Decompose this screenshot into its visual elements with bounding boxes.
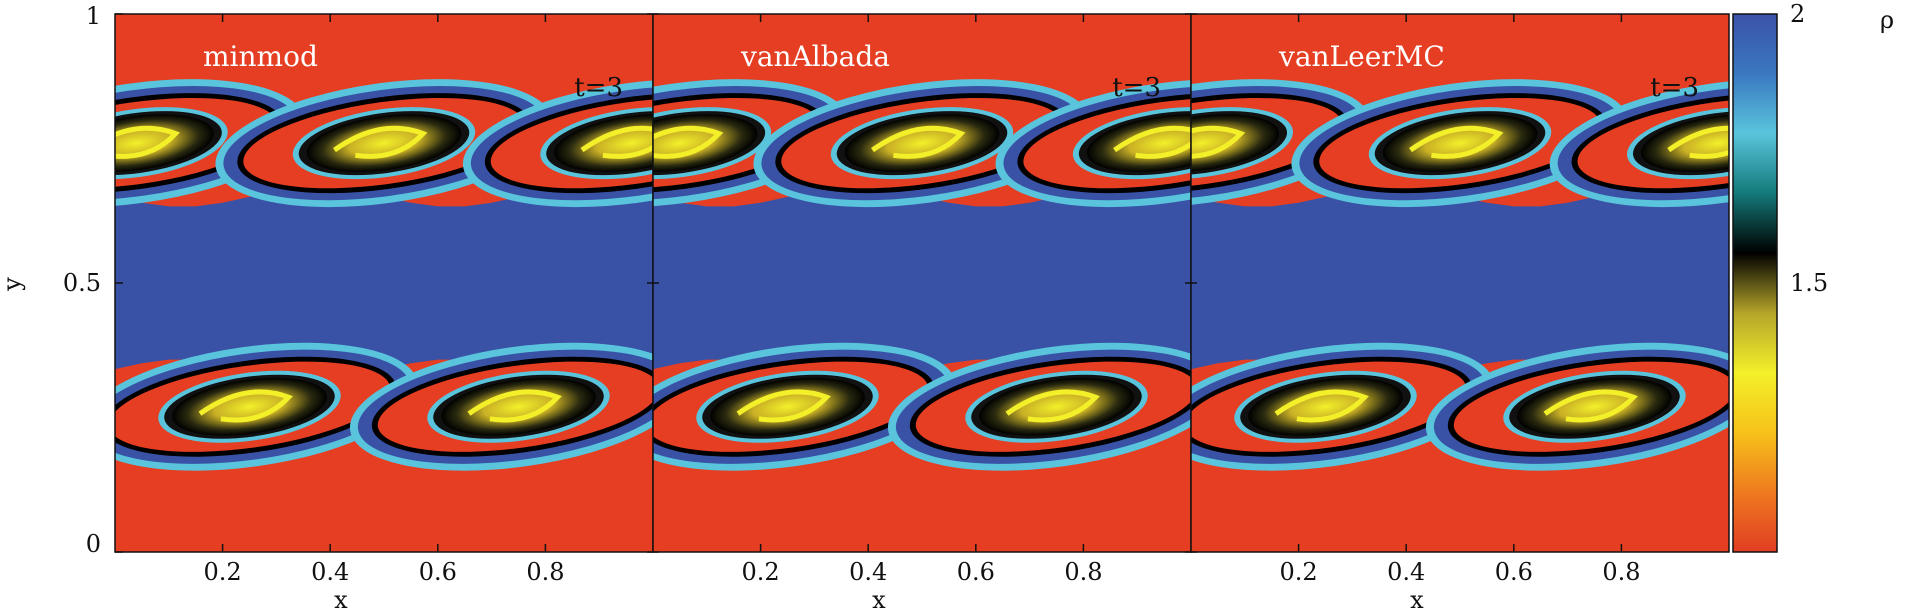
- vortex: [1549, 79, 1729, 208]
- panel-vanAlbada: [653, 14, 1191, 552]
- panels-layer: minmod t=3 vanAlbada t=3 vanLeerMC t=3: [114, 13, 1730, 553]
- axes-layer: 0.2 0.4 0.6 0.8 x 0.2 0.4 0.6 0.8 x 0.2 0.4 0.6 0.8 x 0…: [63, 2, 1641, 611]
- dense-band: [1191, 187, 1729, 379]
- y-tick-label: 0.5: [63, 269, 101, 297]
- y-axis-title: y: [0, 277, 26, 292]
- y-tick-label: 0: [86, 530, 101, 558]
- x-tick-label: 0.2: [742, 558, 780, 586]
- y-tick-label: 1: [86, 2, 101, 30]
- vortex: [1425, 342, 1729, 471]
- dense-band: [115, 187, 653, 379]
- x-tick-label: 0.2: [204, 558, 242, 586]
- panel-minmod: [115, 14, 653, 552]
- x-tick-label: 0.6: [957, 558, 995, 586]
- vortex: [995, 79, 1191, 208]
- x-tick-label: 0.4: [1387, 558, 1425, 586]
- vortex: [1191, 342, 1495, 471]
- colorbar-tick-label-mid: 1.5: [1790, 269, 1828, 297]
- x-tick-label: 0.8: [1064, 558, 1102, 586]
- x-axis-title: x: [1410, 586, 1424, 611]
- x-axis-title: x: [334, 586, 348, 611]
- x-tick-label: 0.8: [1602, 558, 1640, 586]
- x-tick-label: 0.2: [1280, 558, 1318, 586]
- vortex: [653, 342, 957, 471]
- panel-label-2: vanLeerMC: [1278, 40, 1445, 73]
- colorbar: 2 1.5 ρ: [1732, 0, 1894, 553]
- vortex: [753, 79, 1091, 208]
- colorbar-label: ρ: [1880, 6, 1894, 34]
- panel-time-label-1: t=3: [1112, 73, 1161, 103]
- panel-label-1: vanAlbada: [740, 40, 890, 73]
- x-axis-title: x: [872, 586, 886, 611]
- x-tick-label: 0.8: [526, 558, 564, 586]
- panel-time-label-2: t=3: [1650, 73, 1699, 103]
- vortex: [1191, 79, 1371, 208]
- x-tick-label: 0.4: [311, 558, 349, 586]
- x-tick-label: 0.4: [849, 558, 887, 586]
- vortex: [1291, 79, 1629, 208]
- vortex: [887, 342, 1191, 471]
- colorbar-tick-label-top: 2: [1790, 0, 1805, 28]
- x-tick-label: 0.6: [1495, 558, 1533, 586]
- colorbar-rect: [1732, 13, 1778, 553]
- panel-time-label-0: t=3: [574, 73, 623, 103]
- x-tick-label: 0.6: [419, 558, 457, 586]
- panel-label-0: minmod: [203, 40, 318, 73]
- dense-band: [653, 187, 1191, 379]
- vortex: [115, 342, 419, 471]
- panel-vanLeerMC: [1191, 14, 1729, 552]
- vortex: [462, 79, 653, 208]
- vortex: [349, 342, 653, 471]
